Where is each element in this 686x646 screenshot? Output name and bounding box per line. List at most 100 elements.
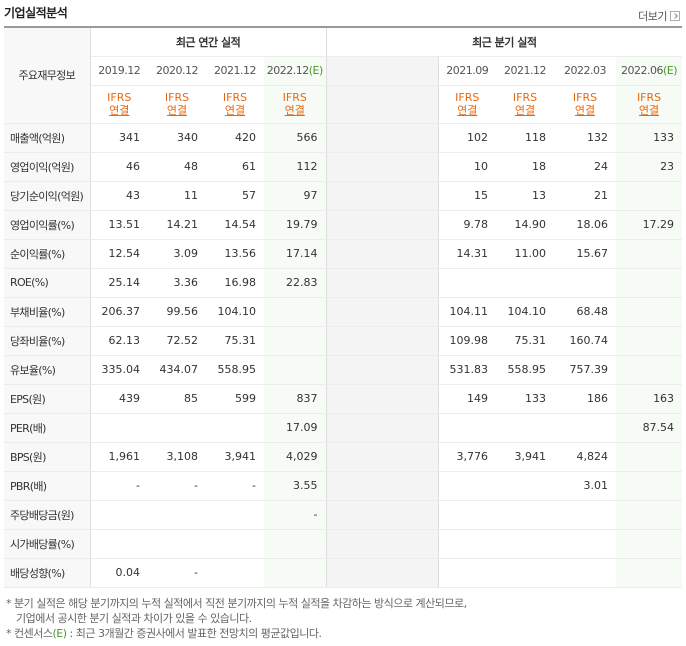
- gap-cell: [325, 123, 439, 153]
- ifrs-label[interactable]: IFRS 연결: [148, 85, 206, 124]
- more-link[interactable]: 더보기: [638, 8, 680, 24]
- quarter-value: [616, 471, 683, 501]
- row-label: 시가배당률(%): [4, 529, 91, 559]
- row-label: 당기순이익(억원): [4, 181, 91, 211]
- quarter-value: [554, 268, 617, 298]
- row-label: BPS(원): [4, 442, 91, 472]
- annual-value: 3.36: [148, 268, 206, 298]
- table-row: PBR(배) - - -3.55 3.01: [4, 471, 683, 501]
- quarter-value: [616, 181, 683, 211]
- annual-value: 206.37: [90, 296, 148, 327]
- gap-cell: [325, 499, 439, 530]
- annual-value: [206, 413, 264, 443]
- footnotes: * 분기 실적은 해당 분기까지의 누적 실적에서 직전 분기까지의 누적 실적…: [6, 596, 467, 641]
- gap-cell: [325, 152, 439, 182]
- quarter-value: 3.01: [554, 471, 617, 501]
- annual-value: [148, 529, 206, 559]
- annual-value: 434.07: [148, 355, 206, 385]
- footnote-2: * 컨센서스(E) : 최근 3개월간 증권사에서 발표한 전망치의 평균값입니…: [6, 627, 322, 640]
- annual-value: [90, 413, 148, 443]
- annual-value: 85: [148, 383, 206, 414]
- ifrs-label[interactable]: IFRS 연결: [206, 85, 264, 124]
- annual-value: -: [206, 471, 264, 501]
- quarter-value: 186: [554, 383, 617, 414]
- quarter-value: 14.31: [438, 239, 497, 269]
- annual-value: 17.09: [264, 413, 327, 443]
- gap-cell: [325, 442, 439, 472]
- header-period-row: 2019.12 2020.12 2021.12 2022.12(E) 2021.09 20…: [4, 56, 683, 86]
- annual-value: 16.98: [206, 268, 264, 298]
- quarter-value: 18.06: [554, 209, 617, 240]
- period-header: 2022.12(E): [264, 56, 327, 86]
- quarter-value: 18: [496, 152, 555, 182]
- quarter-value: 3,776: [438, 442, 497, 472]
- quarter-value: [438, 268, 497, 298]
- quarter-value: [616, 296, 683, 327]
- quarter-value: 15: [438, 181, 497, 211]
- annual-value: 3.55: [264, 471, 327, 501]
- ifrs-label[interactable]: IFRS 연결: [90, 85, 148, 124]
- quarter-value: [496, 558, 555, 588]
- quarter-value: 558.95: [496, 355, 555, 385]
- annual-value: 1,961: [90, 442, 148, 472]
- header-group-row: 주요재무정보 최근 연간 실적 최근 분기 실적: [4, 27, 683, 124]
- annual-value: 439: [90, 383, 148, 414]
- row-label: PER(배): [4, 413, 91, 443]
- chevron-right-icon: [670, 11, 680, 21]
- ifrs-label[interactable]: IFRS 연결: [616, 85, 683, 124]
- quarter-value: [496, 268, 555, 298]
- quarter-value: 87.54: [616, 413, 683, 443]
- footnote-1-cont: 기업에서 공시한 분기 실적과 차이가 있을 수 있습니다.: [16, 612, 252, 625]
- annual-value: [264, 296, 327, 327]
- annual-value: 112: [264, 152, 327, 182]
- quarter-value: 132: [554, 123, 617, 153]
- annual-value: 420: [206, 123, 264, 153]
- gap-cell: [325, 239, 439, 269]
- annual-value: -: [148, 471, 206, 501]
- quarter-value: [616, 239, 683, 269]
- gap-cell: [325, 413, 439, 443]
- annual-value: 14.54: [206, 209, 264, 240]
- annual-value: 4,029: [264, 442, 327, 472]
- gap-cell: [325, 529, 439, 559]
- financial-table: 주요재무정보 최근 연간 실적 최근 분기 실적 2019.12 2020.12 2021…: [4, 26, 683, 588]
- gap-cell: [325, 383, 439, 414]
- quarter-group-label: 최근 분기 실적: [325, 27, 683, 57]
- quarter-value: 11.00: [496, 239, 555, 269]
- quarter-value: [438, 471, 497, 501]
- quarter-value: [496, 529, 555, 559]
- ifrs-label[interactable]: IFRS 연결: [438, 85, 497, 124]
- annual-value: 14.21: [148, 209, 206, 240]
- ifrs-label[interactable]: IFRS 연결: [554, 85, 617, 124]
- annual-value: 340: [148, 123, 206, 153]
- ifrs-label[interactable]: IFRS 연결: [264, 85, 327, 124]
- table-row: 배당성향(%) 0.04-: [4, 558, 683, 588]
- quarter-value: 23: [616, 152, 683, 182]
- quarter-value: 149: [438, 383, 497, 414]
- table-row: ROE(%) 25.14 3.36 16.98 22.83: [4, 268, 683, 298]
- quarter-value: [496, 413, 555, 443]
- annual-value: [148, 413, 206, 443]
- annual-value: 837: [264, 383, 327, 414]
- row-label: EPS(원): [4, 383, 91, 414]
- row-label: 유보율(%): [4, 355, 91, 385]
- annual-value: 599: [206, 383, 264, 414]
- quarter-value: 24: [554, 152, 617, 182]
- quarter-value: 163: [616, 383, 683, 414]
- annual-value: [264, 326, 327, 356]
- quarter-value: 118: [496, 123, 555, 153]
- period-header: 2022.03: [554, 56, 617, 86]
- quarter-value: 9.78: [438, 209, 497, 240]
- annual-value: 25.14: [90, 268, 148, 298]
- period-header: 2020.12: [148, 56, 206, 86]
- quarter-value: [554, 529, 617, 559]
- quarter-value: [554, 499, 617, 530]
- quarter-value: 10: [438, 152, 497, 182]
- annual-value: 3,108: [148, 442, 206, 472]
- annual-value: 17.14: [264, 239, 327, 269]
- annual-value: [206, 499, 264, 530]
- table-row: 매출액(억원) 341 340 420 566 102 118 132 133: [4, 123, 683, 153]
- ifrs-label[interactable]: IFRS 연결: [496, 85, 555, 124]
- annual-value: 43: [90, 181, 148, 211]
- quarter-value: 133: [496, 383, 555, 414]
